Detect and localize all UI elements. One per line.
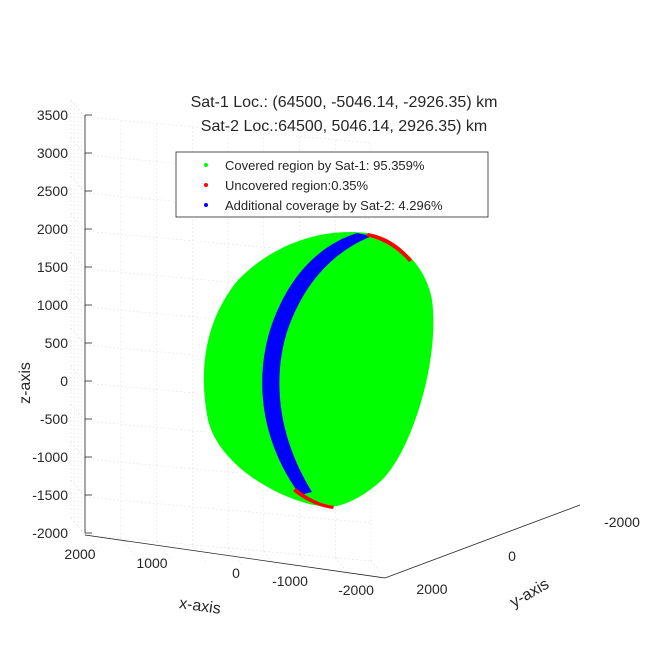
z-tick-label: 0 — [60, 373, 68, 389]
x-tick-label: 1000 — [136, 555, 167, 571]
uncovered-region-top — [366, 233, 412, 262]
legend-label-uncovered: Uncovered region:0.35% — [225, 178, 369, 193]
grid-line-floor — [263, 551, 278, 569]
z-tick-label: -2000 — [32, 525, 68, 541]
z-tick-label: 2500 — [37, 183, 68, 199]
z-tick-label: 3000 — [37, 145, 68, 161]
legend-label-additional: Additional coverage by Sat-2: 4.296% — [225, 198, 443, 213]
z-tick-label: -500 — [40, 411, 68, 427]
additional-coverage-sat2 — [262, 233, 372, 495]
uncovered-region-bottom — [293, 488, 334, 509]
tick-labels: 3500 3000 2500 2000 1500 1000 500 0 -500 -1000 -15… — [32, 107, 640, 598]
x-tick-label: -1000 — [272, 573, 308, 589]
legend-label-covered: Covered region by Sat-1: 95.359% — [225, 158, 425, 173]
x-tick-label: 0 — [232, 565, 240, 581]
legend: Covered region by Sat-1: 95.359% Uncover… — [175, 151, 489, 218]
y-axis-label: y-axis — [507, 576, 552, 612]
y-tick-label: 2000 — [416, 581, 447, 597]
legend-box — [175, 151, 489, 218]
z-tick-label: -1500 — [32, 487, 68, 503]
x-tick-label: 2000 — [64, 546, 95, 562]
z-tick-label: 500 — [45, 335, 69, 351]
x-tick-label: -2000 — [338, 582, 374, 598]
y-axis-line — [384, 504, 581, 579]
z-axis-label: z-axis — [17, 362, 34, 404]
z-tick-label: -1000 — [32, 449, 68, 465]
chart-title-line-2: Sat-2 Loc.:64500, 5046.14, 2926.35) km — [201, 118, 487, 135]
covered-region-sat1 — [203, 232, 434, 507]
hemisphere-surface — [203, 232, 434, 509]
z-tick-label: 2000 — [37, 221, 68, 237]
grid-line-floor — [299, 554, 314, 572]
x-axis-line — [84, 534, 386, 579]
x-axis-label: x-axis — [178, 595, 222, 618]
legend-marker-additional — [204, 203, 208, 207]
axes-layer — [84, 114, 581, 579]
y-tick-label: 0 — [508, 548, 516, 564]
z-tick-label: 3500 — [37, 107, 68, 123]
legend-entry-covered: Covered region by Sat-1: 95.359% — [204, 158, 425, 173]
legend-marker-covered — [204, 163, 208, 167]
y-tick-label: -2000 — [604, 514, 640, 530]
chart-title-line-1: Sat-1 Loc.: (64500, -5046.14, -2926.35) … — [191, 94, 498, 111]
grid-line-floor — [370, 560, 386, 579]
legend-entry-uncovered: Uncovered region:0.35% — [204, 178, 369, 193]
z-tick-label: 1000 — [37, 297, 68, 313]
legend-entry-additional: Additional coverage by Sat-2: 4.296% — [204, 198, 443, 213]
legend-marker-uncovered — [204, 183, 208, 187]
z-tick-label: 1500 — [37, 259, 68, 275]
grid-line-floor — [192, 544, 207, 562]
